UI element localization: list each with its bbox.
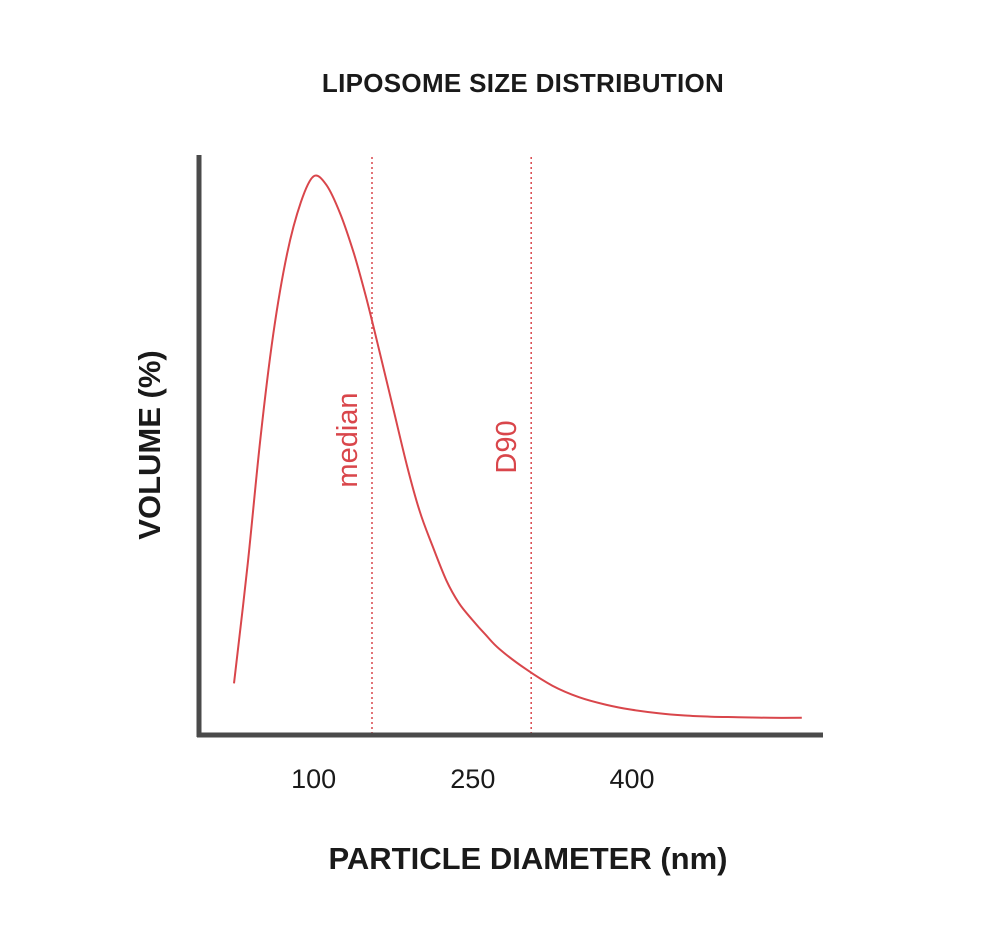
reference-label-median: median xyxy=(332,392,364,487)
y-axis-label: VOLUME (%) xyxy=(132,350,167,539)
x-tick-label: 100 xyxy=(291,764,336,794)
x-tick-label: 400 xyxy=(609,764,654,794)
reference-label-d90: D90 xyxy=(491,420,523,473)
reference-lines: median D90 xyxy=(332,157,532,733)
series-line xyxy=(233,174,802,719)
x-axis-label: PARTICLE DIAMETER (nm) xyxy=(329,841,728,876)
x-tick-label: 250 xyxy=(450,764,495,794)
x-tick-labels: 100 250 400 xyxy=(291,764,654,794)
chart-title: LIPOSOME SIZE DISTRIBUTION xyxy=(322,68,724,98)
